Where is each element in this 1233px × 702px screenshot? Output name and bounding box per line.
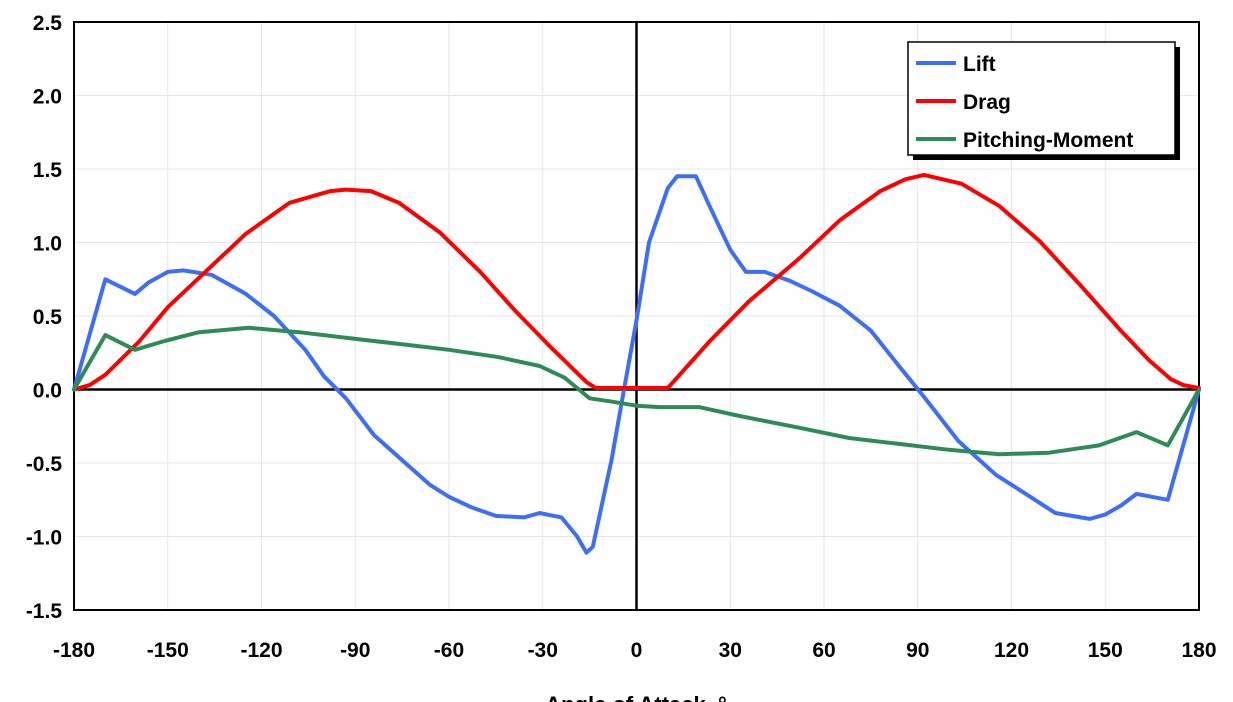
x-tick-label: 150: [1088, 639, 1123, 662]
x-tick-label: 120: [994, 639, 1029, 662]
series-line-pitching-moment: [72, 325, 1201, 457]
y-tick-label: 0.5: [33, 306, 63, 329]
legend: Lift Drag Pitching-Moment: [907, 41, 1180, 160]
y-tick-label: 2.0: [33, 86, 62, 109]
y-tick-label: -0.5: [26, 453, 63, 476]
y-tick-label: 1.5: [33, 159, 63, 182]
y-tick-label: 0.0: [33, 380, 62, 403]
tick-labels: -180 -150 -120 -90 -60 -30 0 30 60 90 120 150 180 2.5…: [26, 12, 1217, 662]
x-tick-label: 30: [719, 639, 742, 662]
y-tick-label: 1.0: [33, 233, 62, 256]
x-tick-label: 0: [631, 639, 643, 662]
x-tick-label: -150: [147, 639, 189, 662]
series-lines: [72, 172, 1201, 555]
legend-box: [907, 41, 1176, 156]
x-tick-label: -120: [240, 639, 282, 662]
x-tick-label: -90: [340, 639, 370, 662]
x-tick-label: 180: [1181, 639, 1216, 662]
y-tick-label: 2.5: [33, 12, 63, 35]
x-tick-label: 90: [906, 639, 929, 662]
y-tick-label: -1.5: [26, 600, 63, 623]
legend-label: Pitching-Moment: [963, 129, 1133, 152]
x-tick-label: -180: [53, 639, 95, 662]
series-line-drag: [72, 172, 1201, 392]
x-tick-label: -30: [528, 639, 558, 662]
legend-label: Drag: [963, 91, 1011, 114]
y-tick-label: -1.0: [26, 527, 62, 550]
x-axis-label: Angle of Attack, °: [545, 692, 727, 702]
x-tick-label: -60: [434, 639, 464, 662]
legend-label: Lift: [963, 53, 996, 76]
x-tick-label: 60: [812, 639, 835, 662]
